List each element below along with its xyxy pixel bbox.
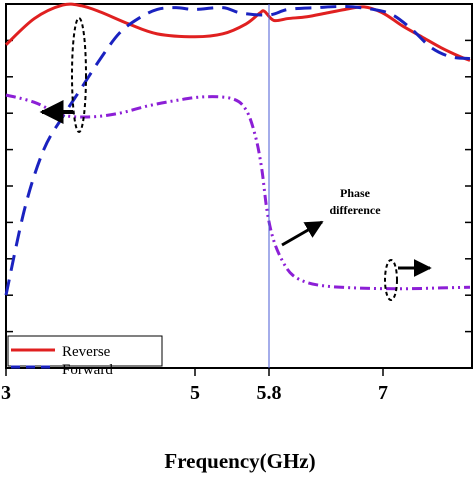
x-tick-label: 5.8: [257, 382, 282, 404]
legend-label-forward: Forward: [62, 362, 113, 378]
y-axis-ticks: [6, 39, 472, 333]
x-tick-label: 5: [190, 382, 200, 404]
phase-group-ellipse: [384, 259, 398, 301]
series-line-phase-difference: [5, 93, 471, 291]
phase-annotation-arrow: [281, 220, 324, 247]
legend-label-reverse: Reverse: [62, 344, 111, 360]
series-line-reverse: [4, 2, 471, 62]
phase-label-line2: difference: [329, 203, 381, 217]
series-line-forward: [4, 4, 471, 296]
x-axis-title: Frequency(GHz): [164, 449, 315, 473]
series-layer: [4, 2, 471, 296]
phase-label-line1: Phase: [340, 186, 371, 200]
x-tick-label: 3: [1, 382, 11, 404]
plot-frame: [5, 3, 473, 369]
reverse-forward-group-ellipse: [71, 17, 87, 133]
legend: Reverse Forward: [7, 335, 163, 378]
x-axis-ticks: 3 5 5.8 7: [1, 368, 388, 404]
x-tick-label: 7: [378, 382, 388, 404]
